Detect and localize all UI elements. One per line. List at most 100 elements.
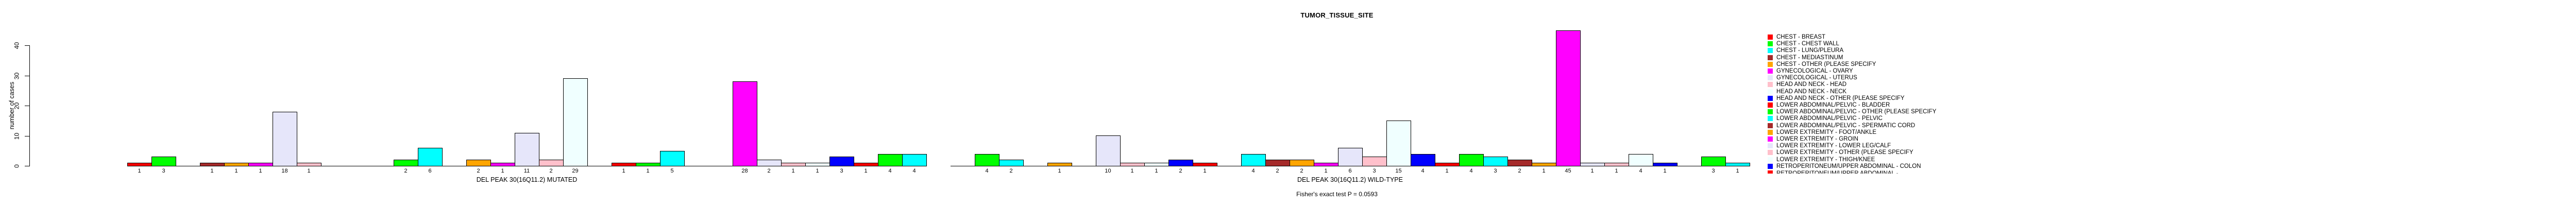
bar-value-label: 1 <box>259 168 262 174</box>
bar-value-label: 3 <box>1372 168 1376 174</box>
bar <box>1338 148 1363 166</box>
bar-value-label: 1 <box>646 168 650 174</box>
bar-value-label: 1 <box>1445 168 1449 174</box>
bar <box>1435 163 1460 166</box>
bar <box>902 154 927 166</box>
bar <box>563 78 588 166</box>
legend-label: HEAD AND NECK - OTHER (PLEASE SPECIFY <box>1776 95 1905 101</box>
legend-swatch <box>1768 41 1773 46</box>
legend-row-clipped: RETROPERITONEUM/UPPER ABDOMINAL - ... <box>1768 170 1984 174</box>
bar-value-label: 1 <box>1590 168 1594 174</box>
legend-swatch <box>1768 35 1773 40</box>
legend-swatch <box>1768 96 1773 101</box>
bar <box>1314 163 1338 166</box>
legend-swatch <box>1768 82 1773 87</box>
bar-value-label: 2 <box>477 168 480 174</box>
legend-swatch <box>1768 55 1773 60</box>
bar <box>1168 160 1193 166</box>
y-axis-tick-label: 30 <box>13 72 21 80</box>
bar <box>418 148 443 166</box>
bar-value-label: 1 <box>234 168 238 174</box>
legend-swatch <box>1768 75 1773 80</box>
y-axis-tick-label: 10 <box>13 132 21 140</box>
bar-value-label: 1 <box>1203 168 1207 174</box>
bar <box>1362 157 1387 166</box>
legend-swatch <box>1768 170 1773 174</box>
bar <box>127 163 152 166</box>
bar-value-label: 2 <box>1300 168 1303 174</box>
bar <box>1411 154 1435 166</box>
bar-value-label: 1 <box>816 168 819 174</box>
legend-label: HEAD AND NECK - HEAD <box>1776 81 1847 88</box>
chart-title: TUMOR_TISSUE_SITE <box>1300 11 1374 19</box>
bar <box>805 163 830 166</box>
y-axis-tick-label: 40 <box>13 42 21 49</box>
legend-label: RETROPERITONEUM/UPPER ABDOMINAL - ... <box>1776 170 1905 174</box>
bar-value-label: 4 <box>985 168 989 174</box>
legend-label: RETROPERITONEUM/UPPER ABDOMINAL - COLON <box>1776 163 1921 169</box>
y-axis-tick <box>25 45 29 46</box>
bar <box>200 163 225 166</box>
bar-value-label: 1 <box>1542 168 1546 174</box>
bar-value-label: 2 <box>549 168 553 174</box>
bar-value-label: 1 <box>1324 168 1328 174</box>
legend-label: LOWER ABDOMINAL/PELVIC - BLADDER <box>1776 102 1890 108</box>
bar <box>1629 154 1653 166</box>
bar <box>297 163 321 166</box>
legend-swatch <box>1768 116 1773 121</box>
bar <box>1096 135 1121 166</box>
bar <box>660 151 685 166</box>
legend-swatch <box>1768 62 1773 67</box>
bar-value-label: 3 <box>162 168 165 174</box>
legend-label: LOWER EXTREMITY - OTHER (PLEASE SPECIFY <box>1776 149 1913 156</box>
bar-value-label: 1 <box>1663 168 1667 174</box>
bar-value-label: 1 <box>210 168 214 174</box>
bar <box>1483 157 1508 166</box>
legend-label: LOWER ABDOMINAL/PELVIC - PELVIC <box>1776 115 1883 122</box>
footer-pvalue: Fisher's exact test P = 0.0593 <box>1296 191 1378 198</box>
bar <box>1241 154 1266 166</box>
legend-swatch <box>1768 136 1773 142</box>
bar-value-label: 1 <box>864 168 868 174</box>
legend-label: HEAD AND NECK - NECK <box>1776 89 1847 95</box>
panel-label-mutated: DEL PEAK 30(16Q11.2) MUTATED <box>476 176 578 183</box>
legend-swatch <box>1768 89 1773 94</box>
bar <box>248 163 273 166</box>
bar <box>999 160 1024 166</box>
bar-value-label: 6 <box>428 168 432 174</box>
bar-value-label: 3 <box>1494 168 1497 174</box>
bar-value-label: 2 <box>1009 168 1013 174</box>
bar-value-label: 2 <box>1179 168 1182 174</box>
legend-swatch <box>1768 68 1773 74</box>
bar-value-label: 1 <box>1058 168 1061 174</box>
bar <box>1047 163 1072 166</box>
bar <box>1580 163 1605 166</box>
bar-value-label: 4 <box>1639 168 1642 174</box>
bar <box>1604 163 1629 166</box>
y-axis-tick-label: 0 <box>13 164 21 168</box>
bar <box>1507 160 1532 166</box>
bar <box>394 160 418 166</box>
bar-value-label: 1 <box>791 168 795 174</box>
bar-value-label: 10 <box>1105 168 1111 174</box>
bar <box>1459 154 1484 166</box>
legend-label: LOWER EXTREMITY - LOWER LEG/CALF <box>1776 143 1891 149</box>
legend-swatch <box>1768 143 1773 148</box>
bar-value-label: 4 <box>1469 168 1473 174</box>
bar-value-label: 1 <box>1155 168 1158 174</box>
legend-label: GYNECOLOGICAL - UTERUS <box>1776 75 1857 81</box>
legend-label: CHEST - CHEST WALL <box>1776 41 1839 47</box>
bar-value-label: 1 <box>138 168 141 174</box>
bar <box>757 160 782 166</box>
bar <box>1701 157 1726 166</box>
bar-value-label: 45 <box>1565 168 1571 174</box>
bar <box>151 157 176 166</box>
bar <box>975 154 999 166</box>
bar-value-label: 3 <box>840 168 843 174</box>
bar <box>539 160 564 166</box>
legend-swatch <box>1768 157 1773 162</box>
legend-swatch <box>1768 164 1773 169</box>
legend-label: LOWER EXTREMITY - THIGH/KNEE <box>1776 157 1875 163</box>
bar-value-label: 2 <box>1518 168 1521 174</box>
